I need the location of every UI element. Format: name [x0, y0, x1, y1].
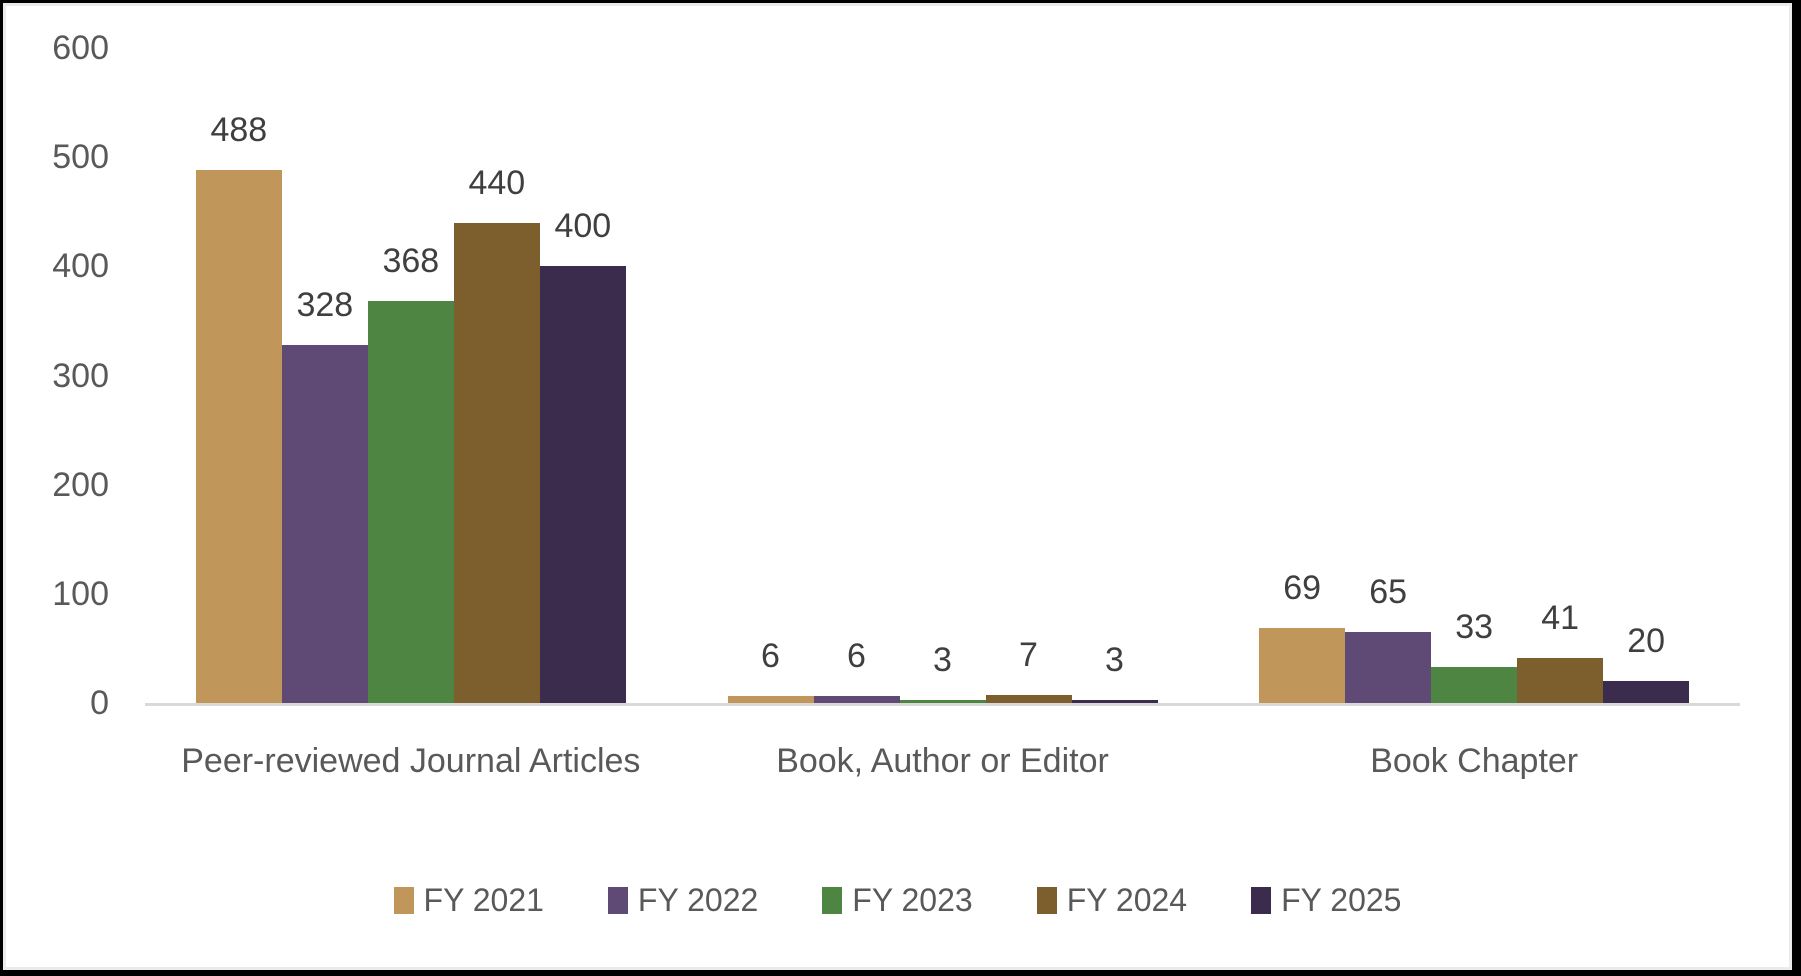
- bar-value-label: 6: [847, 637, 866, 675]
- legend-swatch: [1036, 886, 1057, 914]
- bar: [453, 223, 540, 703]
- category-label: Book Chapter: [1370, 742, 1579, 780]
- y-axis-tick-label: 600: [52, 29, 109, 67]
- bar: [985, 695, 1072, 703]
- y-axis-tick-label: 500: [52, 138, 109, 177]
- legend-item: FY 2024: [1036, 881, 1188, 919]
- bar-value-label: 328: [296, 286, 354, 324]
- bar: [727, 696, 814, 703]
- bar-value-label: 20: [1627, 622, 1666, 660]
- legend-item: FY 2025: [1251, 881, 1401, 919]
- bar-value-label: 41: [1541, 599, 1580, 637]
- bar-group-item: 3: [899, 640, 986, 703]
- y-axis-tick-label: 200: [52, 465, 109, 504]
- plot-area: 488 328 368 440 400 6 6 3 7 3 69 65 33 41 20: [145, 48, 1740, 706]
- bar-value-label: 3: [933, 641, 952, 679]
- bar-value-label: 69: [1283, 569, 1322, 607]
- y-axis-tick-label: 400: [52, 247, 109, 286]
- legend-swatch: [607, 886, 628, 914]
- bar-group-item: 328: [281, 285, 368, 703]
- bar-group-item: 20: [1603, 621, 1690, 703]
- legend-label: FY 2024: [1066, 882, 1188, 918]
- bar: [539, 266, 626, 703]
- bar: [1517, 658, 1604, 703]
- bar-group-item: 69: [1259, 568, 1346, 703]
- bar: [281, 345, 368, 703]
- bar: [1431, 667, 1518, 703]
- bar-group-item: 65: [1345, 572, 1432, 703]
- bar: [1259, 628, 1346, 703]
- legend: FY 2021 FY 2022 FY 2023 FY 2024 FY 2025: [3, 881, 1792, 919]
- bar: [195, 170, 282, 703]
- bar-value-label: 488: [210, 111, 268, 149]
- bar-value-label: 6: [761, 637, 780, 675]
- bar: [1345, 632, 1432, 703]
- category-group: 69 65 33 41 20: [1208, 48, 1740, 703]
- legend-label: FY 2021: [423, 882, 544, 918]
- bar: [1603, 681, 1690, 703]
- bar: [1071, 700, 1158, 703]
- legend-label: FY 2025: [1281, 882, 1402, 918]
- category-label: Peer-reviewed Journal Articles: [181, 742, 641, 780]
- category-labels: Peer-reviewed Journal Articles Book, Auth…: [145, 739, 1740, 783]
- legend-label: FY 2023: [852, 882, 973, 918]
- category-group: 488 328 368 440 400: [145, 48, 677, 703]
- legend-label: FY 2022: [637, 882, 759, 918]
- y-axis-tick-label: 300: [52, 356, 109, 395]
- category-group: 6 6 3 7 3: [677, 48, 1209, 703]
- bar-group-item: 6: [813, 636, 900, 703]
- x-axis-line: [145, 703, 1740, 706]
- bar-value-label: 65: [1369, 573, 1408, 611]
- legend-item: FY 2022: [607, 881, 759, 919]
- legend-swatch: [822, 886, 843, 914]
- bar: [899, 700, 986, 703]
- bar-groups: 488 328 368 440 400 6 6 3 7 3 69 65 33 41 20: [145, 48, 1740, 703]
- bar-value-label: 400: [554, 207, 612, 245]
- bar-group-item: 368: [367, 241, 454, 703]
- bar-value-label: 33: [1455, 608, 1494, 646]
- legend-swatch: [1251, 886, 1272, 914]
- bar-group-item: 400: [539, 206, 626, 703]
- bar: [367, 301, 454, 703]
- bar-value-label: 7: [1019, 636, 1038, 674]
- bar-group-item: 7: [985, 635, 1072, 703]
- bar-group-item: 3: [1071, 640, 1158, 703]
- bar-value-label: 3: [1105, 641, 1124, 679]
- bar-group-item: 440: [453, 163, 540, 703]
- y-axis-tick-label: 0: [90, 684, 109, 722]
- bar-group-item: 33: [1431, 607, 1518, 703]
- bar-group-item: 41: [1517, 598, 1604, 703]
- legend-swatch: [393, 886, 414, 914]
- y-axis-tick-label: 100: [52, 574, 109, 613]
- category-label: Book, Author or Editor: [776, 742, 1109, 780]
- bar-value-label: 440: [468, 164, 526, 202]
- bar: [813, 696, 900, 703]
- legend-item: FY 2021: [393, 881, 544, 919]
- bar-group-item: 488: [195, 110, 282, 703]
- bar-group-item: 6: [727, 636, 814, 703]
- legend-item: FY 2023: [822, 881, 973, 919]
- bar-value-label: 368: [382, 242, 440, 280]
